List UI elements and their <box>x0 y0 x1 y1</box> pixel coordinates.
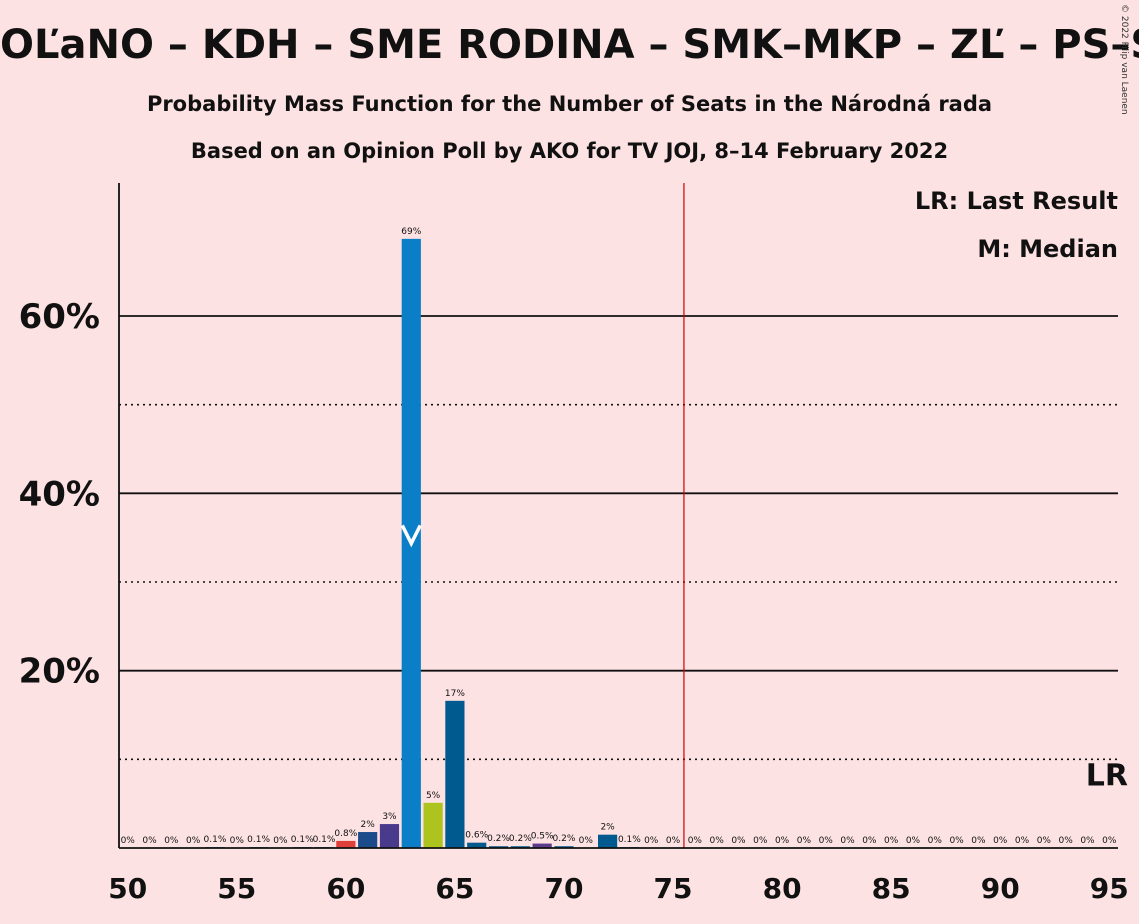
median-marker <box>400 524 422 548</box>
data-label-83: 0% <box>840 836 855 846</box>
y-tick-label-60: 60% <box>19 297 100 337</box>
data-labels: 0% 0% 0% 0% 0.1% 0% 0.1% 0% 0.1%0.1%0.8%2%3%69%5… <box>121 227 1117 846</box>
data-label-52: 0% <box>164 836 179 846</box>
data-label-61: 2% <box>361 820 376 830</box>
y-tick-label-40: 40% <box>19 474 100 514</box>
data-label-54: 0.1% <box>204 835 227 845</box>
data-label-53: 0% <box>186 836 201 846</box>
bar-60 <box>336 840 356 848</box>
chart-source: Based on an Opinion Poll by AKO for TV J… <box>190 139 949 163</box>
chart-title: OĽaNO – KDH – SME RODINA – SMK–MKP – ZĽ … <box>0 22 1139 68</box>
data-label-82: 0% <box>819 836 834 846</box>
last-result-marker: LR <box>1086 758 1128 793</box>
data-label-84: 0% <box>862 836 877 846</box>
data-label-68: 0.2% <box>509 834 532 844</box>
data-label-56: 0.1% <box>247 835 270 845</box>
data-label-87: 0% <box>928 836 943 846</box>
axes: 20% 40% 60% 50 55 60 65 70 75 80 85 90 95 LR <box>19 183 1129 905</box>
data-label-93: 0% <box>1059 836 1074 846</box>
x-tick-label-70: 70 <box>544 872 583 905</box>
data-label-90: 0% <box>993 836 1008 846</box>
x-tick-label-75: 75 <box>654 872 693 905</box>
bar-69 <box>532 843 552 848</box>
data-label-80: 0% <box>775 836 790 846</box>
x-tick-label-60: 60 <box>326 872 365 905</box>
x-tick-label-80: 80 <box>763 872 802 905</box>
data-label-85: 0% <box>884 836 899 846</box>
data-label-94: 0% <box>1080 836 1095 846</box>
x-tick-label-90: 90 <box>981 872 1020 905</box>
data-label-73: 0.1% <box>618 835 641 845</box>
bars <box>205 238 640 849</box>
data-label-71: 0% <box>579 836 594 846</box>
data-label-89: 0% <box>971 836 986 846</box>
data-label-86: 0% <box>906 836 921 846</box>
data-label-77: 0% <box>710 836 725 846</box>
x-tick-label-55: 55 <box>217 872 256 905</box>
data-label-63: 69% <box>401 227 421 237</box>
data-label-60: 0.8% <box>334 829 357 839</box>
x-tick-label-85: 85 <box>872 872 911 905</box>
chart-subtitle: Probability Mass Function for the Number… <box>146 92 993 116</box>
data-label-70: 0.2% <box>553 834 576 844</box>
data-label-72: 2% <box>600 823 615 833</box>
data-label-75: 0% <box>666 836 681 846</box>
data-label-51: 0% <box>142 836 157 846</box>
bar-61 <box>358 832 378 848</box>
data-label-62: 3% <box>382 812 397 822</box>
legend-last-result: LR: Last Result <box>915 187 1118 215</box>
x-tick-label-65: 65 <box>435 872 474 905</box>
data-label-67: 0.2% <box>487 834 510 844</box>
data-label-95: 0% <box>1102 836 1117 846</box>
data-label-74: 0% <box>644 836 659 846</box>
bar-72 <box>597 834 618 848</box>
data-label-91: 0% <box>1015 836 1030 846</box>
data-label-92: 0% <box>1037 836 1052 846</box>
x-tick-label-95: 95 <box>1090 872 1129 905</box>
y-tick-label-20: 20% <box>19 652 100 692</box>
legend-median: M: Median <box>977 235 1118 263</box>
data-label-65: 17% <box>445 689 465 699</box>
data-label-57: 0% <box>273 836 288 846</box>
data-label-59: 0.1% <box>313 835 336 845</box>
data-label-69: 0.5% <box>531 832 554 842</box>
data-label-78: 0% <box>731 836 746 846</box>
gridlines <box>119 315 1118 761</box>
bar-62 <box>379 824 400 848</box>
bar-65 <box>445 700 465 848</box>
data-label-79: 0% <box>753 836 768 846</box>
data-label-88: 0% <box>949 836 964 846</box>
bar-64 <box>423 802 443 848</box>
legend: LR: Last Result M: Median <box>915 187 1118 263</box>
x-tick-label-50: 50 <box>108 872 147 905</box>
data-label-55: 0% <box>230 836 245 846</box>
data-label-81: 0% <box>797 836 812 846</box>
data-label-50: 0% <box>121 836 136 846</box>
data-label-58: 0.1% <box>291 835 314 845</box>
data-label-64: 5% <box>426 791 441 801</box>
bar-66 <box>467 842 487 848</box>
data-label-66: 0.6% <box>465 831 488 841</box>
data-label-76: 0% <box>688 836 703 846</box>
